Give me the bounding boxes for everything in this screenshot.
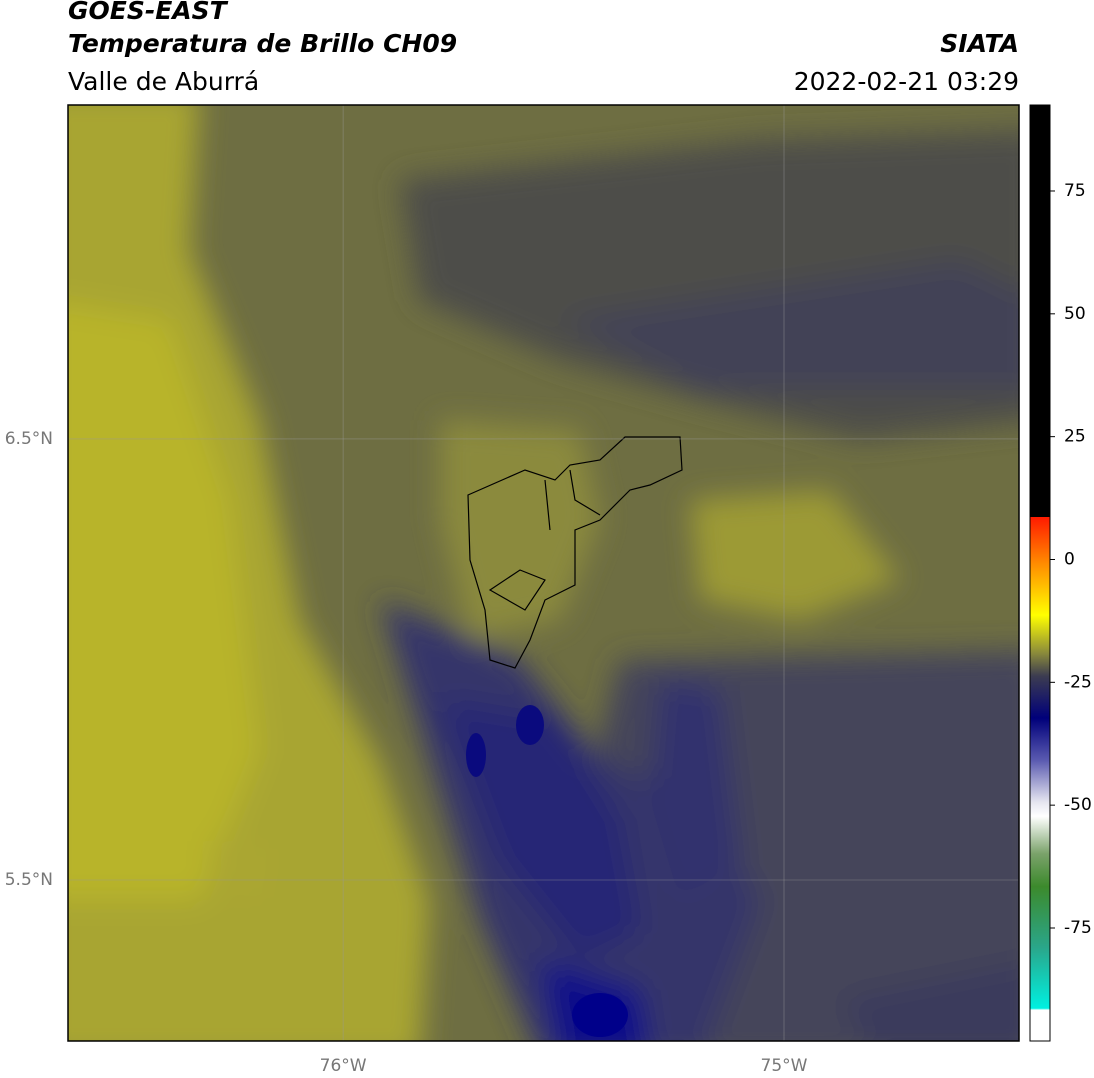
colorbar-tick-label: 50 <box>1064 304 1086 324</box>
lat-label: 6.5°N <box>5 429 53 449</box>
subtitle: Temperatura de Brillo CH09 <box>68 29 457 58</box>
colorbar-tick-label: 0 <box>1064 549 1075 569</box>
lon-label: 76°W <box>320 1056 367 1076</box>
colorbar-tick-label: 25 <box>1064 427 1086 447</box>
title: GOES-EAST <box>68 0 229 25</box>
cold-core <box>516 705 544 745</box>
colorbar <box>1029 104 1051 1042</box>
region: Valle de Aburrá <box>68 67 259 96</box>
datetime: 2022-02-21 03:29 <box>794 67 1019 96</box>
source: SIATA <box>940 29 1019 58</box>
colorbar-tick-label: -75 <box>1064 918 1092 938</box>
colorbar-tick-label: -50 <box>1064 795 1092 815</box>
colorbar-tick-label: 75 <box>1064 181 1086 201</box>
lon-label: 75°W <box>761 1056 808 1076</box>
map-frame <box>67 104 1020 1042</box>
satellite-image <box>68 105 1019 1041</box>
colorbar-tick-label: -25 <box>1064 672 1092 692</box>
municipal-boundaries <box>467 436 683 669</box>
cold-core <box>572 993 628 1037</box>
cold-core <box>466 733 486 777</box>
lat-label: 5.5°N <box>5 870 53 890</box>
